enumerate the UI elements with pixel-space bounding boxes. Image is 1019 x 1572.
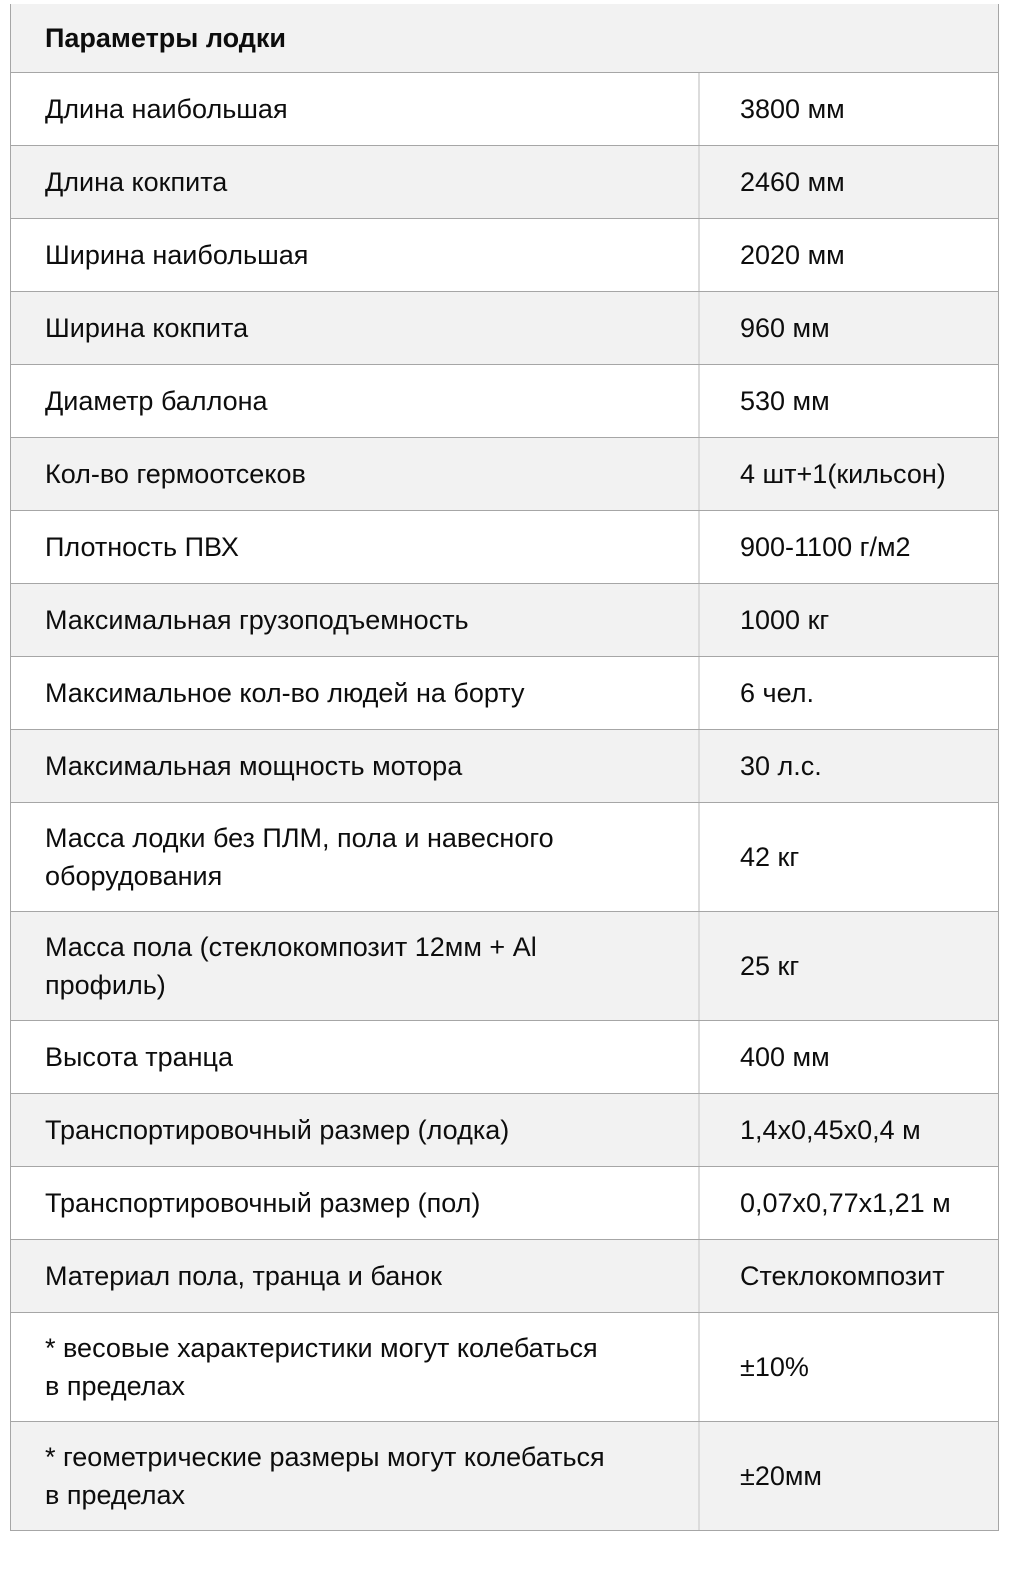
table-row: * весовые характеристики могут колебатьс…	[11, 1312, 998, 1421]
param-label: Длина кокпита	[45, 167, 228, 197]
table-row: Ширина кокпита 960 мм	[11, 291, 998, 364]
param-label: Масса пола (стеклокомпозит 12мм + Al про…	[45, 932, 537, 1000]
param-label: Транспортировочный размер (лодка)	[45, 1115, 510, 1145]
param-label: Максимальное кол-во людей на борту	[45, 678, 525, 708]
table-row: Транспортировочный размер (лодка) 1,4х0,…	[11, 1093, 998, 1166]
param-label: Высота транца	[45, 1042, 234, 1072]
table-row: Масса лодки без ПЛМ, пола и навесного об…	[11, 802, 998, 911]
param-value: 400 мм	[698, 1021, 998, 1093]
param-label: Длина наибольшая	[45, 94, 288, 124]
param-label: Кол-во гермоотсеков	[45, 459, 306, 489]
table-row: Плотность ПВХ 900-1100 г/м2	[11, 510, 998, 583]
param-value: ±20мм	[698, 1422, 998, 1530]
param-label: Ширина кокпита	[45, 313, 249, 343]
param-label: Максимальная мощность мотора	[45, 751, 463, 781]
param-label: Масса лодки без ПЛМ, пола и навесного об…	[45, 823, 554, 891]
param-value: 2460 мм	[698, 146, 998, 218]
param-value: 0,07х0,77х1,21 м	[698, 1167, 998, 1239]
table-row: Максимальная грузоподъемность 1000 кг	[11, 583, 998, 656]
param-value: 3800 мм	[698, 73, 998, 145]
param-value: 900-1100 г/м2	[698, 511, 998, 583]
param-label: * геометрические размеры могут колебатьс…	[45, 1442, 605, 1510]
param-value: 6 чел.	[698, 657, 998, 729]
table-row: Максимальная мощность мотора 30 л.с.	[11, 729, 998, 802]
table-row: Максимальное кол-во людей на борту 6 чел…	[11, 656, 998, 729]
param-value: 42 кг	[698, 803, 998, 911]
table-row: Кол-во гермоотсеков 4 шт+1(кильсон)	[11, 437, 998, 510]
param-value: 2020 мм	[698, 219, 998, 291]
param-value: Стеклокомпозит	[698, 1240, 998, 1312]
param-label: * весовые характеристики могут колебатьс…	[45, 1333, 598, 1401]
param-label: Транспортировочный размер (пол)	[45, 1188, 481, 1218]
param-value: 1000 кг	[698, 584, 998, 656]
table-row: * геометрические размеры могут колебатьс…	[11, 1421, 998, 1530]
param-label: Максимальная грузоподъемность	[45, 605, 469, 635]
param-value: 960 мм	[698, 292, 998, 364]
param-value: 530 мм	[698, 365, 998, 437]
param-value: ±10%	[698, 1313, 998, 1421]
table-row: Высота транца 400 мм	[11, 1020, 998, 1093]
param-label: Диаметр баллона	[45, 386, 268, 416]
param-value: 1,4х0,45х0,4 м	[698, 1094, 998, 1166]
param-label: Ширина наибольшая	[45, 240, 309, 270]
param-value: 25 кг	[698, 912, 998, 1020]
param-value: 30 л.с.	[698, 730, 998, 802]
table-row: Длина кокпита 2460 мм	[11, 145, 998, 218]
param-label: Плотность ПВХ	[45, 532, 239, 562]
table-header-row: Параметры лодки	[11, 4, 998, 72]
param-value: 4 шт+1(кильсон)	[698, 438, 998, 510]
param-label: Материал пола, транца и банок	[45, 1261, 442, 1291]
table-title: Параметры лодки	[45, 23, 287, 53]
boat-parameters-table: Параметры лодки Длина наибольшая 3800 мм…	[10, 4, 999, 1531]
table-row: Транспортировочный размер (пол) 0,07х0,7…	[11, 1166, 998, 1239]
table-row: Длина наибольшая 3800 мм	[11, 72, 998, 145]
table-row: Диаметр баллона 530 мм	[11, 364, 998, 437]
table-row: Масса пола (стеклокомпозит 12мм + Al про…	[11, 911, 998, 1020]
table-row: Материал пола, транца и банок Стеклокомп…	[11, 1239, 998, 1312]
table-row: Ширина наибольшая 2020 мм	[11, 218, 998, 291]
